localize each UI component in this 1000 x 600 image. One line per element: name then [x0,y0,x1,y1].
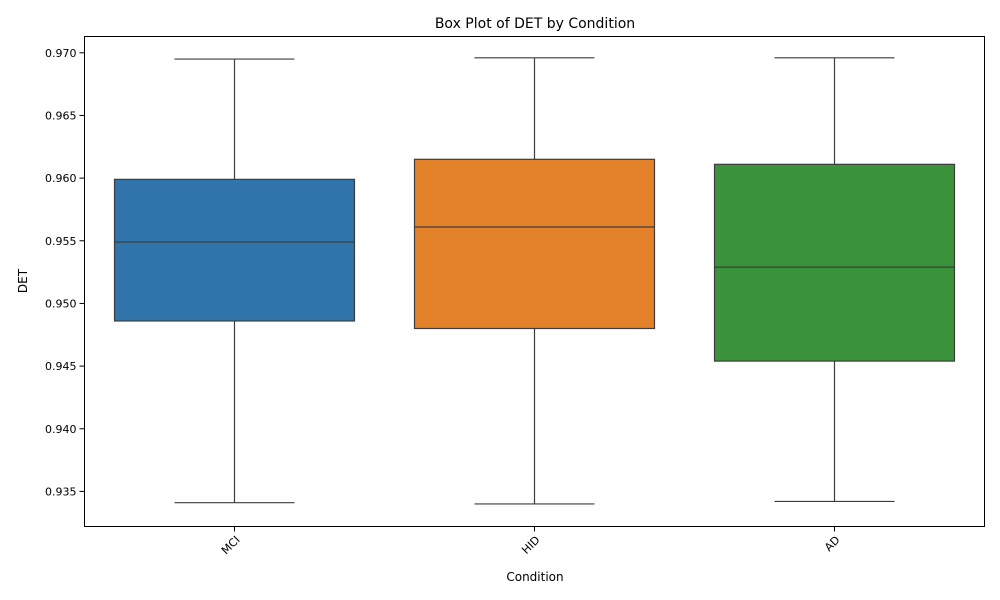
y-tick-label: 0.960 [45,172,77,185]
y-tick-label: 0.955 [45,235,77,248]
y-tick-label: 0.970 [45,47,77,60]
y-tick-label: 0.945 [45,360,77,373]
x-tick-label: AD [822,533,843,554]
x-tick-label: MCI [219,533,243,557]
iqr-box [713,163,956,362]
x-axis-label: Condition [506,570,563,584]
x-tick-label: HID [519,533,542,556]
plot-area [113,57,956,505]
iqr-box [113,178,356,322]
box-ad [713,57,956,503]
y-axis-label: DET [16,268,30,293]
y-tick-label: 0.950 [45,297,77,310]
chart-title: Box Plot of DET by Condition [435,16,635,32]
y-tick-label: 0.935 [45,485,77,498]
iqr-box [413,158,656,330]
box-mci [113,58,356,504]
y-axis: 0.935 0.940 0.945 0.950 0.955 0.960 0.965 0.970 [45,47,85,498]
y-tick-label: 0.940 [45,423,77,436]
box-hid [413,57,656,505]
x-axis: MCI HID AD [219,526,843,557]
y-tick-label: 0.965 [45,109,77,122]
